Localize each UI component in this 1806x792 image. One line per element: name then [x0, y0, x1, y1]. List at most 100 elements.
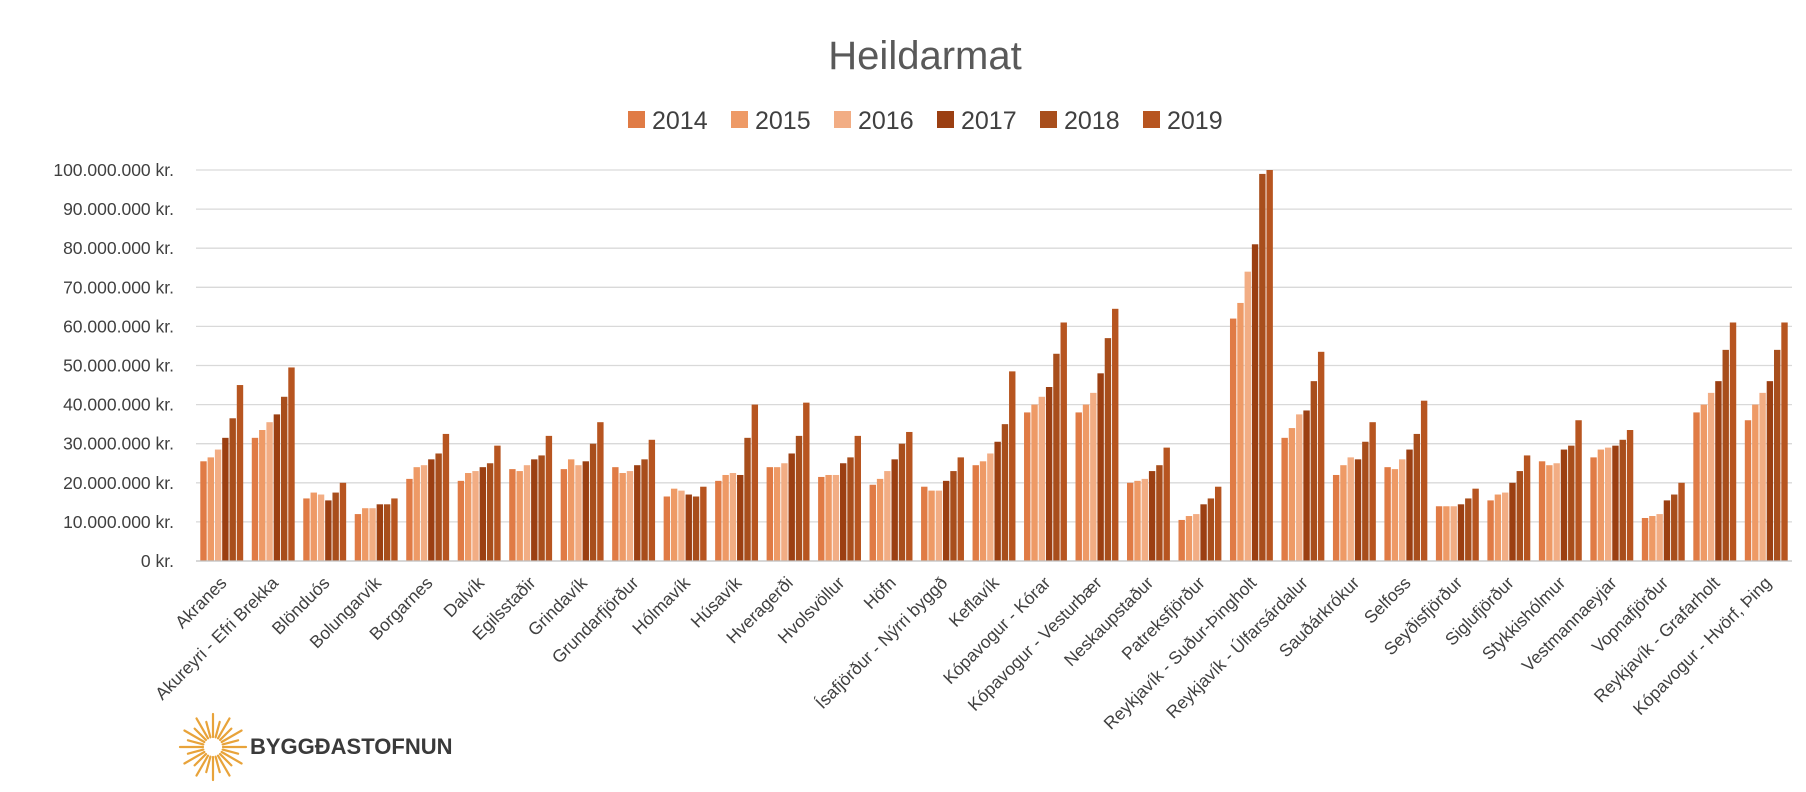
logo-ray: [221, 739, 240, 746]
bar: [420, 465, 428, 561]
bar: [1450, 506, 1457, 561]
bar: [1288, 428, 1296, 561]
bar: [442, 433, 450, 561]
legend-swatch: [1040, 111, 1057, 128]
bar: [832, 474, 840, 561]
bar: [1332, 474, 1340, 561]
bar: [339, 482, 347, 561]
y-tick-label: 10.000.000 kr.: [63, 512, 174, 532]
bar: [288, 367, 295, 561]
bar: [325, 500, 332, 561]
bar: [942, 480, 950, 561]
bar: [1244, 271, 1251, 561]
bar: [641, 459, 648, 561]
bar: [567, 459, 575, 561]
bar: [1296, 414, 1303, 562]
bar: [575, 465, 582, 561]
bar: [479, 467, 487, 561]
bar: [670, 488, 678, 561]
bar: [1626, 430, 1634, 561]
bar: [1509, 482, 1516, 561]
bar: [1413, 433, 1421, 561]
legend-label: 2019: [1167, 107, 1223, 135]
bar: [1237, 302, 1244, 561]
bar: [1774, 349, 1781, 561]
bar: [214, 449, 222, 561]
bar: [1185, 516, 1193, 561]
bar: [1663, 500, 1671, 561]
bar: [1744, 420, 1752, 561]
bar: [1399, 459, 1406, 561]
bar: [1707, 392, 1715, 561]
y-tick-label: 80.000.000 kr.: [63, 238, 174, 258]
bar: [362, 508, 369, 561]
legend-label: 2018: [1064, 107, 1120, 135]
bar: [1752, 404, 1759, 561]
bar: [597, 422, 604, 561]
bar: [1038, 396, 1046, 561]
x-tick-label: Dalvík: [439, 573, 488, 622]
bar: [972, 465, 979, 561]
bar: [1259, 173, 1266, 561]
legend-label: 2015: [755, 107, 811, 135]
bar: [1104, 338, 1112, 561]
bar: [303, 498, 310, 561]
bar: [1163, 447, 1170, 561]
bar: [1649, 516, 1656, 561]
legend-label: 2014: [652, 107, 708, 135]
bar: [1494, 494, 1502, 561]
logo-ray: [214, 720, 221, 739]
chart-title: Heildarmat: [828, 34, 1021, 78]
bar: [207, 457, 214, 561]
bar: [435, 453, 442, 561]
bar: [979, 461, 987, 561]
bar: [1391, 469, 1399, 561]
bars: [200, 170, 1788, 562]
bar: [1045, 387, 1053, 561]
bar: [891, 459, 898, 561]
bar: [1362, 441, 1369, 561]
bar: [803, 402, 810, 561]
bar: [251, 437, 259, 561]
bar: [1031, 404, 1038, 561]
bar: [1516, 471, 1523, 561]
logo-ray: [221, 748, 240, 755]
bar: [1281, 437, 1288, 561]
bar: [994, 441, 1001, 561]
bar: [1178, 519, 1185, 561]
bar: [1303, 410, 1310, 561]
legend: 2014 2015 2016 2017 2018 2019: [628, 107, 1223, 135]
bar: [1420, 400, 1428, 561]
bar: [1266, 170, 1273, 561]
bar: [1693, 412, 1700, 561]
bar: [1229, 318, 1237, 561]
bar: [663, 496, 671, 561]
bar: [1457, 504, 1465, 561]
bar: [383, 504, 391, 561]
bar: [1053, 353, 1060, 561]
bar: [935, 490, 943, 561]
logo-text: BYGGÐASTOFNUN: [250, 734, 453, 759]
bar: [222, 437, 229, 561]
bar: [376, 504, 384, 561]
bar: [560, 469, 568, 561]
logo-ray: [183, 729, 206, 744]
bar: [1722, 349, 1729, 561]
bar: [413, 467, 420, 561]
bar: [906, 431, 913, 561]
bar: [1538, 461, 1546, 561]
bar: [273, 414, 281, 562]
bar: [531, 459, 538, 561]
bar: [259, 430, 266, 561]
y-tick-label: 40.000.000 kr.: [63, 395, 174, 415]
bar: [1656, 514, 1663, 561]
byggdastofnun-logo: BYGGÐASTOFNUN: [178, 712, 458, 782]
bar: [1193, 514, 1200, 561]
bar: [236, 385, 244, 561]
bar: [1523, 455, 1531, 561]
bar: [369, 508, 376, 561]
legend-swatch: [937, 111, 954, 128]
bar: [354, 514, 362, 561]
